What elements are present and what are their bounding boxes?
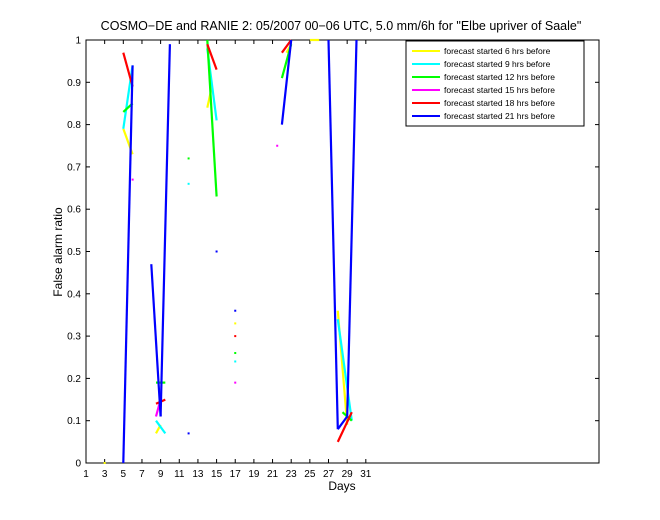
y-tick-label: 0.1: [67, 416, 81, 427]
x-tick-label: 23: [286, 469, 298, 480]
series-point: [234, 335, 237, 338]
y-tick-label: 0.9: [67, 78, 81, 89]
series-point: [187, 157, 190, 160]
series-point: [131, 178, 134, 181]
y-axis: 0 0.1 0.2 0.3 0.4 0.5 0.6 0.7 0.8 0.9 1: [67, 36, 599, 470]
y-tick-label: 0.8: [67, 120, 81, 131]
x-tick-label: 21: [267, 469, 279, 480]
series-line-segment: [155, 420, 167, 435]
series-line-segment: [336, 415, 349, 430]
y-tick-label: 0: [75, 459, 81, 470]
series-point: [187, 182, 190, 185]
legend: forecast started 6 hrs before forecast st…: [405, 40, 585, 127]
series-point: [234, 352, 237, 355]
series-line-segment: [122, 65, 134, 129]
chart-title: COSMO−DE and RANIE 2: 05/2007 00−06 UTC,…: [101, 19, 582, 33]
legend-label: forecast started 12 hrs before: [444, 72, 555, 82]
series-line-segment: [150, 264, 162, 417]
legend-label: forecast started 18 hrs before: [444, 98, 555, 108]
legend-label: forecast started 9 hrs before: [444, 59, 551, 69]
series-point: [234, 381, 237, 384]
legend-box: [405, 40, 585, 127]
legend-label: forecast started 21 hrs before: [444, 111, 555, 121]
x-tick-label: 29: [342, 469, 354, 480]
y-tick-label: 0.4: [67, 289, 81, 300]
y-tick-label: 0.2: [67, 374, 81, 385]
series-point: [234, 309, 237, 312]
x-tick-label: 11: [174, 469, 185, 480]
x-tick-label: 19: [248, 469, 260, 480]
x-tick-label: 13: [192, 469, 204, 480]
series-line-segment: [346, 39, 358, 417]
x-tick-label: 17: [230, 469, 242, 480]
series-point: [234, 322, 237, 325]
series-line-segment: [206, 43, 218, 70]
series-point: [215, 250, 218, 253]
y-axis-label: False alarm ratio: [51, 207, 65, 297]
y-tick-label: 1: [75, 36, 81, 47]
y-tick-label: 0.3: [67, 332, 81, 343]
y-tick-label: 0.5: [67, 247, 81, 258]
x-tick-label: 5: [121, 469, 127, 480]
x-tick-label: 15: [211, 469, 223, 480]
x-tick-label: 27: [323, 469, 335, 480]
series-group: [122, 39, 358, 464]
y-tick-label: 0.7: [67, 162, 81, 173]
x-tick-label: 9: [158, 469, 164, 480]
series-line-segment: [281, 39, 293, 54]
series-line-segment: [122, 65, 134, 464]
series-line-segment: [280, 39, 293, 125]
legend-label: forecast started 15 hrs before: [444, 85, 555, 95]
x-tick-label: 25: [304, 469, 316, 480]
x-tick-label: 3: [102, 469, 108, 480]
series-point: [187, 432, 190, 435]
legend-label: forecast started 6 hrs before: [444, 46, 551, 56]
series-line-segment: [327, 39, 339, 430]
series-line-segment: [122, 52, 134, 87]
x-tick-label: 7: [139, 469, 145, 480]
series-point: [276, 144, 279, 147]
series-line-segment: [336, 319, 353, 421]
series-point: [103, 462, 106, 464]
plot-series: [103, 38, 358, 464]
x-tick-label: 1: [83, 469, 89, 480]
series-line-segment: [159, 44, 171, 417]
series-line-segment: [336, 411, 353, 443]
series-line-segment: [206, 39, 218, 197]
x-axis-label: Days: [328, 479, 355, 493]
series-point: [234, 360, 237, 363]
x-tick-label: 31: [360, 469, 372, 480]
y-tick-label: 0.6: [67, 205, 81, 216]
